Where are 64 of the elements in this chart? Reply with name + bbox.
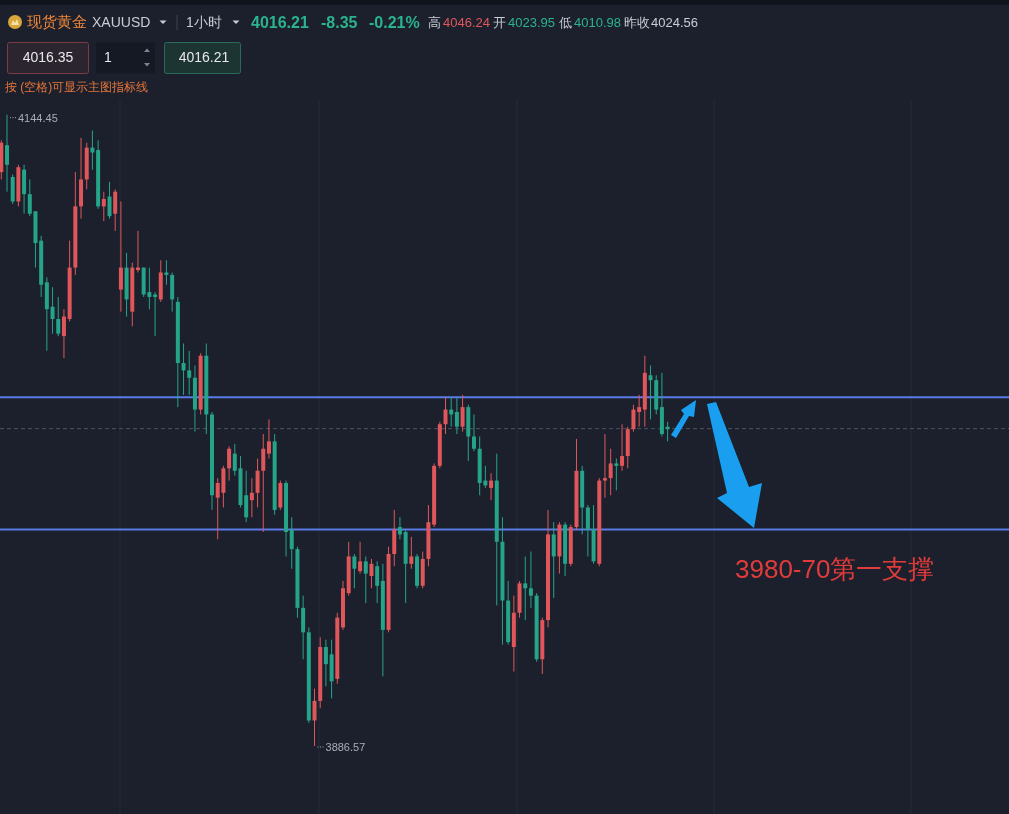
- text: 4016.21: [178, 49, 230, 65]
- candlestick: [523, 555, 528, 621]
- candlestick: [397, 516, 402, 540]
- candlestick: [471, 413, 476, 452]
- candlestick: [489, 472, 494, 501]
- candlestick: [289, 516, 294, 570]
- candlestick: [5, 114, 9, 193]
- ref-line-label: 3980-70第一支撑: [735, 553, 935, 584]
- candlestick: [648, 365, 653, 420]
- chart-title: 现货黄金: [27, 13, 87, 30]
- candlestick: [528, 551, 533, 609]
- candlestick: [181, 342, 186, 396]
- candlestick: [443, 396, 448, 435]
- candlestick: [409, 536, 414, 570]
- candlestick: [312, 688, 317, 747]
- text: 1小时: [186, 14, 222, 30]
- candlestick: [101, 191, 106, 222]
- text: -8.35: [321, 14, 358, 31]
- candlestick: [375, 560, 380, 604]
- text: -0.21%: [369, 14, 420, 31]
- text: 1: [104, 49, 112, 65]
- text: 4010.98: [574, 15, 621, 30]
- candlestick: [454, 396, 459, 435]
- candlestick: [266, 418, 271, 460]
- text: 按 (空格)可显示主图指标线: [5, 80, 149, 94]
- candlestick: [551, 521, 556, 599]
- text: 4046.24: [443, 15, 490, 30]
- candlestick: [352, 553, 357, 589]
- candlestick: [363, 555, 368, 604]
- candlestick: [614, 458, 619, 491]
- text: 昨收: [624, 15, 650, 30]
- text: 4024.56: [651, 15, 698, 30]
- candlestick: [460, 394, 465, 433]
- candlestick: [113, 188, 118, 232]
- candlestick: [620, 423, 625, 472]
- text: 低: [559, 15, 572, 30]
- candlestick: [118, 200, 123, 313]
- chart-subtitle: XAUUSD: [92, 14, 151, 30]
- candlestick: [608, 448, 613, 496]
- candlestick: [90, 129, 95, 171]
- annotation: 3886.57: [325, 741, 366, 753]
- candlestick: [323, 639, 328, 687]
- text: 高: [428, 15, 441, 30]
- candlestick: [358, 541, 363, 575]
- candlestick: [602, 433, 607, 499]
- candlestick: [631, 404, 636, 433]
- candlestick: [261, 433, 266, 533]
- candlestick: [61, 308, 66, 359]
- candlestick: [637, 394, 642, 428]
- candlestick: [164, 259, 169, 286]
- candlestick: [227, 445, 232, 482]
- candlestick: [50, 286, 55, 335]
- candlestick: [255, 458, 260, 508]
- text: 4016.21: [251, 14, 309, 31]
- candlestick: [56, 296, 61, 337]
- candlestick: [369, 558, 374, 589]
- annotation: 4144.45: [17, 111, 58, 124]
- candlestick: [187, 350, 192, 396]
- text: 4023.95: [508, 15, 555, 30]
- candlestick: [249, 477, 254, 518]
- text: 开: [493, 15, 506, 30]
- text: 4016.35: [22, 49, 74, 65]
- candlestick: [244, 470, 249, 523]
- candlestick: [585, 504, 590, 557]
